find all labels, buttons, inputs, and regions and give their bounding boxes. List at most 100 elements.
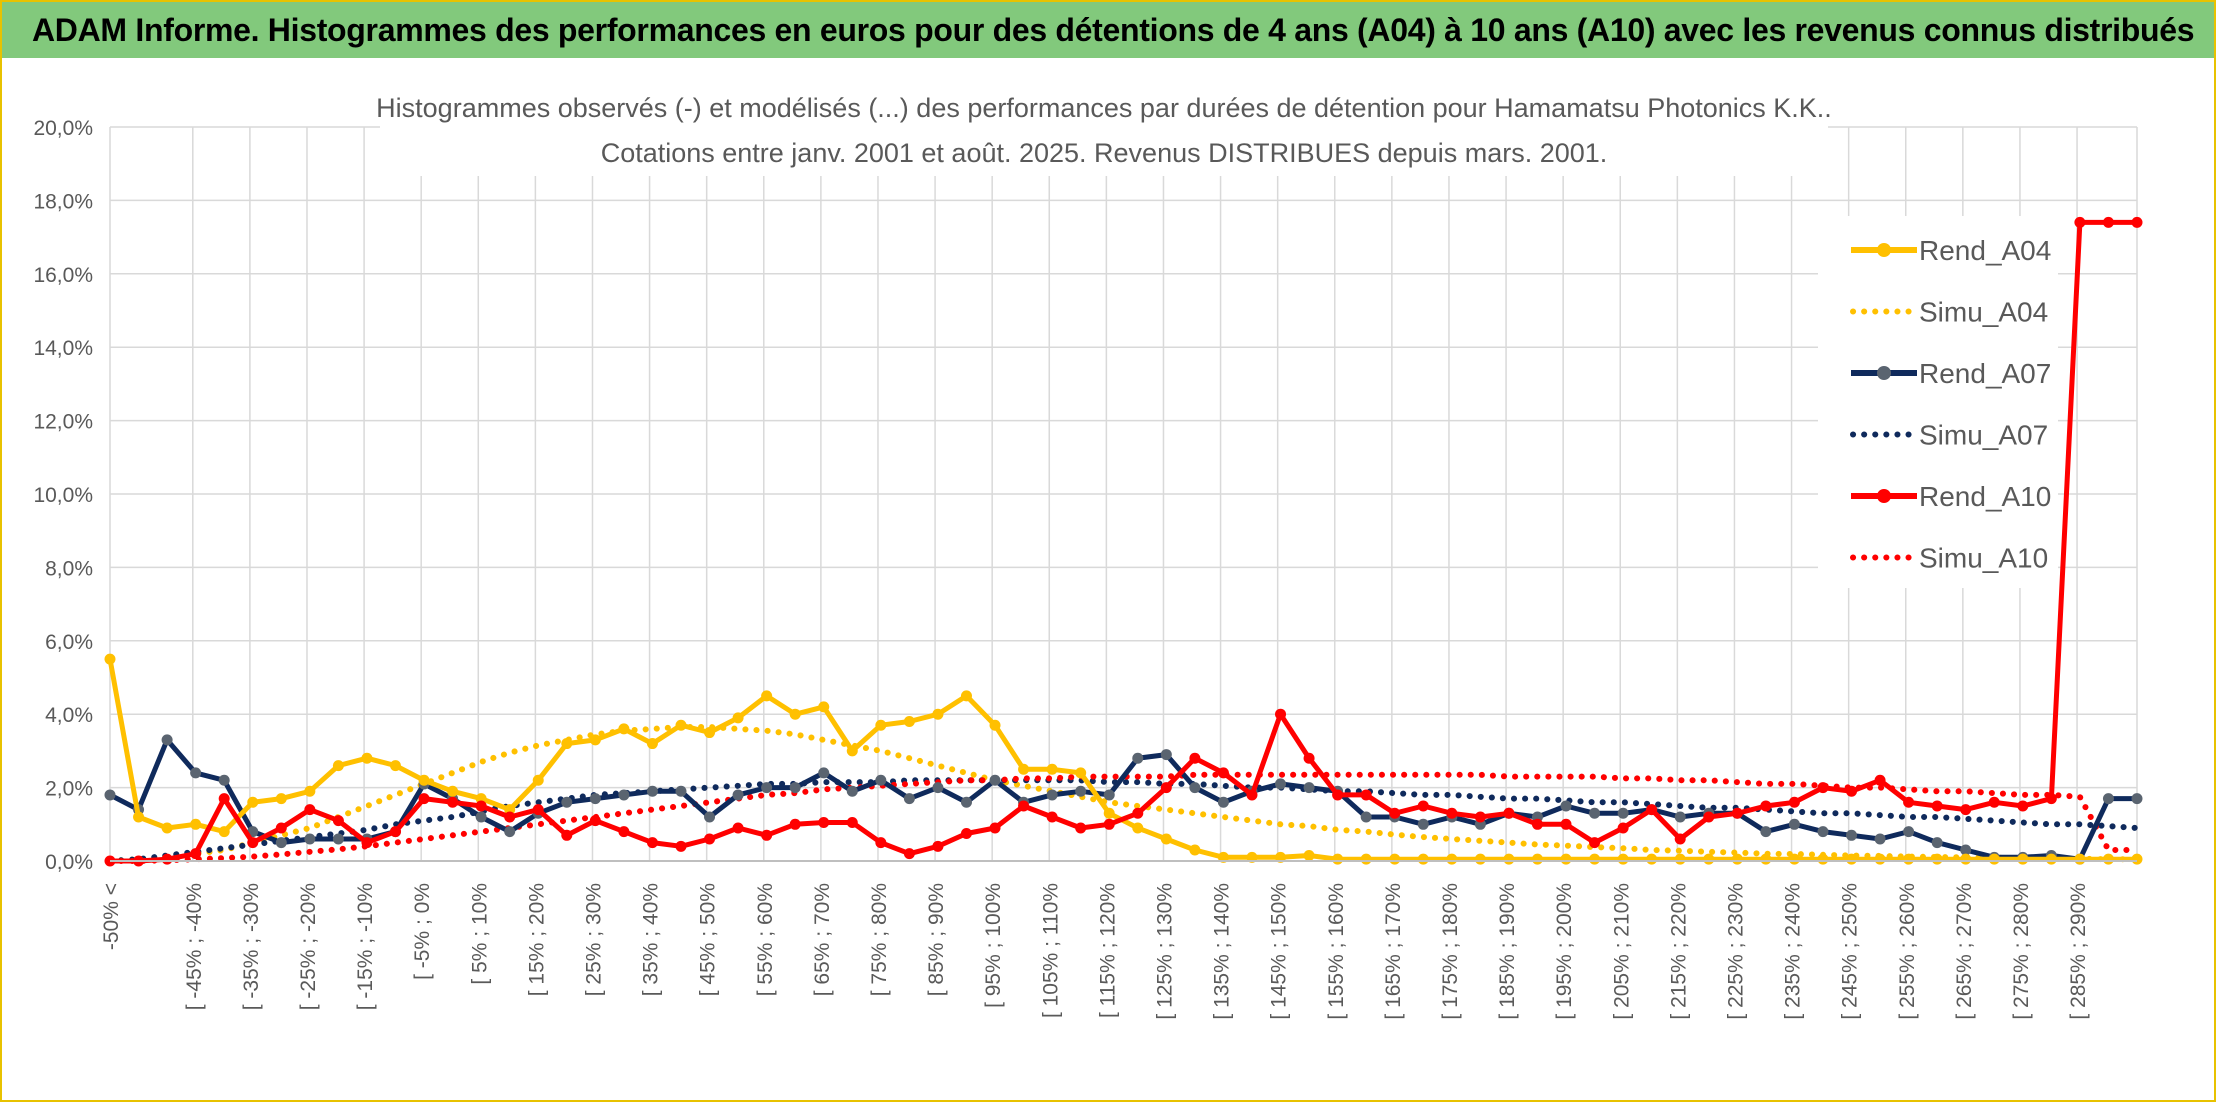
x-tick-label: [ 115% ; 120% [1096,883,1119,1018]
data-point [2017,800,2029,812]
data-point [989,774,1001,786]
data-point [1503,853,1515,865]
data-point [2074,216,2086,228]
data-point [732,712,744,724]
data-point [960,796,972,808]
data-point [1960,804,1972,816]
legend-entry-simu-a10: Simu_A10 [1850,543,2048,574]
x-tick-label: [ 195% ; 200% [1553,883,1576,1020]
y-tick-label: 4,0% [45,704,93,727]
data-point [532,804,544,816]
series-rend-a07 [104,734,2143,865]
data-point [1817,826,1829,838]
y-tick-label: 20,0% [33,117,93,140]
data-point [1046,763,1058,775]
data-point [332,833,344,845]
data-point [447,796,459,808]
data-point [589,734,601,746]
legend-entry-rend-a04: Rend_A04 [1851,235,2051,266]
data-point [133,811,145,823]
data-point [1389,807,1401,819]
data-point [504,826,516,838]
data-point [218,826,230,838]
data-point [989,822,1001,834]
data-point [1817,782,1829,794]
data-point [104,653,116,665]
data-point [304,785,316,797]
data-point [161,734,173,746]
data-point [875,719,887,731]
data-point [1674,853,1686,865]
data-point [989,719,1001,731]
data-point [2131,853,2143,865]
data-point [1988,853,2000,865]
y-tick-label: 6,0% [45,631,93,654]
x-tick-label: [ 275% ; 280% [2010,883,2033,1020]
data-point [1874,833,1886,845]
data-point [361,837,373,849]
x-tick-label: [ 85% ; 90% [925,883,948,996]
data-point [818,767,830,779]
x-tick-label: [ -35% ; -30% [240,883,263,1010]
data-point [1503,807,1515,819]
title-backdrop [380,83,1828,176]
data-point [1360,811,1372,823]
x-tick-label: -50% < [100,883,123,950]
data-point [332,815,344,827]
x-tick-label: [ 245% ; 250% [1839,883,1862,1020]
legend-entry-simu-a04: Simu_A04 [1850,297,2048,328]
report-banner: ADAM Informe. Histogrammes des performan… [2,2,2214,58]
data-point [589,793,601,805]
data-point [2102,793,2114,805]
x-tick-label: [ 225% ; 230% [1724,883,1747,1020]
data-point [1931,853,1943,865]
data-point [618,723,630,735]
data-point [589,815,601,827]
data-point [361,752,373,764]
data-point [732,789,744,801]
data-point [2102,216,2114,228]
data-point [190,767,202,779]
data-point [1646,853,1658,865]
series-line [107,658,2137,862]
data-point [532,774,544,786]
data-point [789,818,801,830]
data-point [418,793,430,805]
data-point [1617,822,1629,834]
data-point [389,826,401,838]
legend-label: Simu_A04 [1919,297,2048,328]
data-point [732,822,744,834]
data-point [1360,789,1372,801]
data-point [1703,853,1715,865]
chart-legend: Rend_A04 Simu_A04 Rend_A07 Simu_A07 Rend_A10… [1850,235,2051,574]
data-point [1731,853,1743,865]
data-point [1217,796,1229,808]
legend-entry-rend-a10: Rend_A10 [1851,481,2051,512]
data-point [704,727,716,739]
data-point [1103,789,1115,801]
data-point [1275,778,1287,790]
data-point [675,719,687,731]
data-point [618,789,630,801]
data-point [1788,853,1800,865]
series-rend-a10 [104,216,2143,867]
data-point [1931,800,1943,812]
data-point [561,796,573,808]
banner-title: ADAM Informe. Histogrammes des performan… [32,11,2195,48]
data-point [190,818,202,830]
data-point [1046,789,1058,801]
data-point [1103,807,1115,819]
data-point [1560,800,1572,812]
x-tick-label: [ 145% ; 150% [1268,883,1291,1020]
chart-subtitle: Cotations entre janv. 2001 et août. 2025… [601,138,1608,168]
x-tick-label: [ -15% ; -10% [354,883,377,1010]
data-point [1560,818,1572,830]
data-point [960,827,972,839]
x-tick-label: [ 125% ; 130% [1153,883,1176,1020]
data-point [1474,853,1486,865]
data-point [960,690,972,702]
series-simu-a04 [107,724,2140,864]
data-point [903,716,915,728]
data-point [818,701,830,713]
data-point [1103,818,1115,830]
